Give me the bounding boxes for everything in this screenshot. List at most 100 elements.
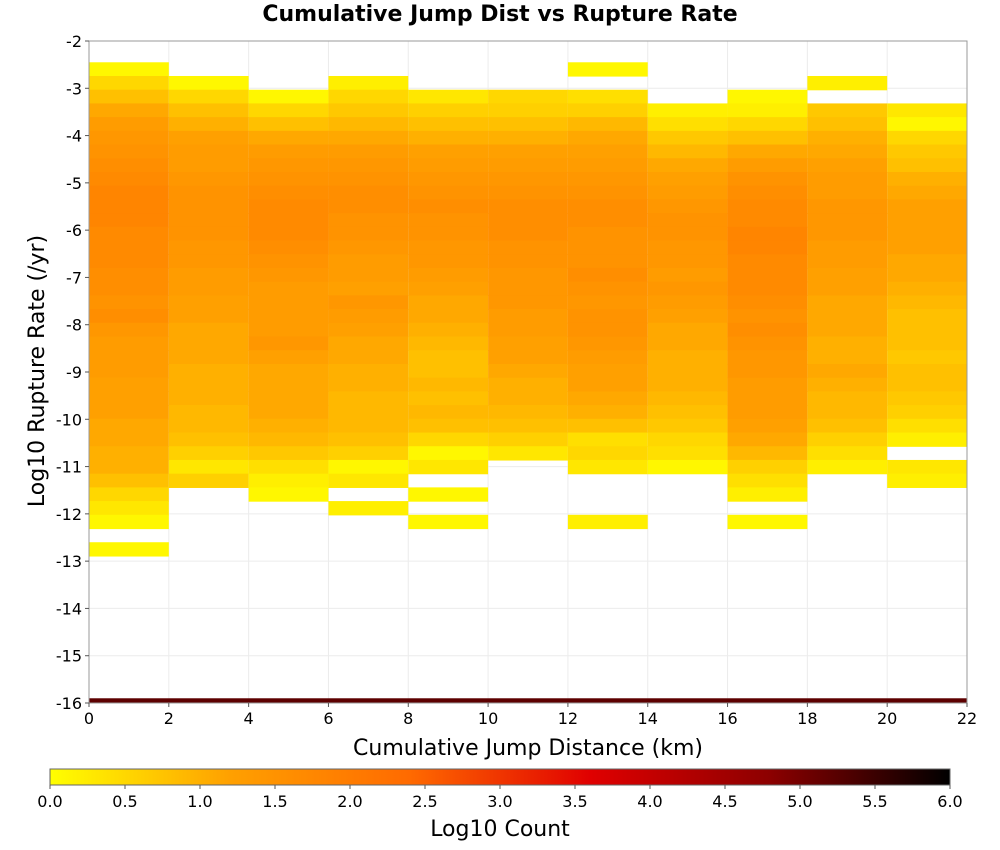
x-tick-label: 8	[403, 709, 413, 728]
heatmap-cell	[408, 418, 489, 434]
heatmap-cell	[89, 350, 169, 365]
heatmap-cell	[807, 75, 888, 91]
heatmap-cell	[328, 130, 409, 146]
heatmap-cell	[408, 391, 489, 406]
heatmap-cell	[567, 336, 648, 351]
heatmap-cell	[168, 309, 249, 324]
heatmap-cell	[328, 336, 409, 351]
heatmap-cell	[887, 103, 967, 118]
heatmap-cell	[727, 267, 808, 283]
heatmap-cell	[89, 501, 169, 516]
colorbar-tick-label: 4.5	[712, 792, 737, 811]
x-tick-label: 2	[164, 709, 174, 728]
heatmap-cell	[408, 158, 489, 173]
heatmap-cell	[567, 89, 648, 105]
heatmap-cell	[89, 336, 169, 351]
heatmap-cell	[168, 432, 249, 447]
heatmap-cell	[89, 514, 169, 530]
colorbar	[49, 768, 951, 786]
heatmap-cell	[488, 103, 568, 118]
heatmap-cell	[727, 240, 808, 255]
heatmap-cell	[89, 240, 169, 255]
heatmap-cell	[488, 226, 568, 242]
heatmap-cell	[488, 391, 568, 406]
heatmap-cell	[488, 240, 568, 255]
heatmap-cell	[248, 377, 329, 392]
x-tick-label: 22	[957, 709, 977, 728]
heatmap-cell	[727, 185, 808, 201]
x-tick-label: 20	[877, 709, 897, 728]
heatmap-cell	[488, 446, 568, 461]
heatmap-cell	[408, 89, 489, 105]
heatmap-cell	[168, 254, 249, 269]
heatmap-cell	[248, 158, 329, 173]
heatmap-cell	[488, 432, 568, 447]
heatmap-cell	[168, 350, 249, 365]
heatmap-cell	[887, 295, 967, 310]
heatmap-cells	[89, 62, 967, 703]
heatmap-cell	[89, 377, 169, 392]
heatmap-cell	[887, 199, 967, 214]
heatmap-cell	[807, 391, 888, 406]
heatmap-cell	[408, 459, 489, 475]
heatmap-cell	[328, 199, 409, 214]
heatmap-cell	[408, 336, 489, 351]
heatmap-cell	[408, 487, 489, 502]
heatmap-cell	[168, 295, 249, 310]
heatmap-cell	[567, 391, 648, 406]
heatmap-cell	[567, 309, 648, 324]
heatmap-cell	[89, 432, 169, 447]
heatmap-cell	[328, 267, 409, 283]
heatmap-cell	[328, 295, 409, 310]
heatmap-cell	[248, 171, 329, 187]
heatmap-cell	[647, 240, 728, 255]
heatmap-cell	[488, 185, 568, 201]
y-tick-label: -5	[66, 174, 82, 193]
heatmap-cell	[168, 405, 249, 420]
heatmap-cell	[328, 418, 409, 434]
heatmap-cell	[408, 254, 489, 269]
heatmap-cell	[807, 446, 888, 461]
heatmap-cell	[328, 473, 409, 488]
heatmap-cell	[727, 391, 808, 406]
heatmap-cell	[89, 487, 169, 502]
heatmap-cell	[567, 62, 648, 77]
heatmap-cell	[727, 89, 808, 105]
heatmap-cell	[89, 213, 169, 228]
heatmap-cell	[567, 158, 648, 173]
colorbar-tick-label: 1.5	[262, 792, 287, 811]
heatmap-cell	[807, 226, 888, 242]
heatmap-cell	[727, 117, 808, 132]
heatmap-cell	[248, 103, 329, 118]
heatmap-cell	[168, 171, 249, 187]
x-tick-label: 16	[717, 709, 737, 728]
x-tick-label: 18	[797, 709, 817, 728]
heatmap-cell	[89, 62, 169, 77]
heatmap-cell	[727, 350, 808, 365]
heatmap-cell	[408, 446, 489, 461]
heatmap-cell	[727, 158, 808, 173]
heatmap-cell	[168, 103, 249, 118]
heatmap-cell	[567, 514, 648, 530]
heatmap-cell	[807, 254, 888, 269]
heatmap-cell	[727, 213, 808, 228]
heatmap-cell	[328, 459, 409, 475]
heatmap-cell	[807, 418, 888, 434]
heatmap-cell	[807, 281, 888, 296]
heatmap-cell	[328, 254, 409, 269]
heatmap-cell	[408, 350, 489, 365]
heatmap-cell	[168, 322, 249, 338]
heatmap-cell	[328, 446, 409, 461]
colorbar-tick-label: 3.0	[487, 792, 512, 811]
heatmap-cell	[807, 363, 888, 379]
heatmap-cell	[807, 185, 888, 201]
heatmap-cell	[89, 103, 169, 118]
heatmap-cell	[727, 459, 808, 475]
heatmap-cell	[488, 158, 568, 173]
x-tick-label: 6	[323, 709, 333, 728]
heatmap-cell	[567, 459, 648, 475]
heatmap-cell	[647, 267, 728, 283]
heatmap-cell	[567, 171, 648, 187]
heatmap-cell	[567, 350, 648, 365]
heatmap-cell	[807, 350, 888, 365]
